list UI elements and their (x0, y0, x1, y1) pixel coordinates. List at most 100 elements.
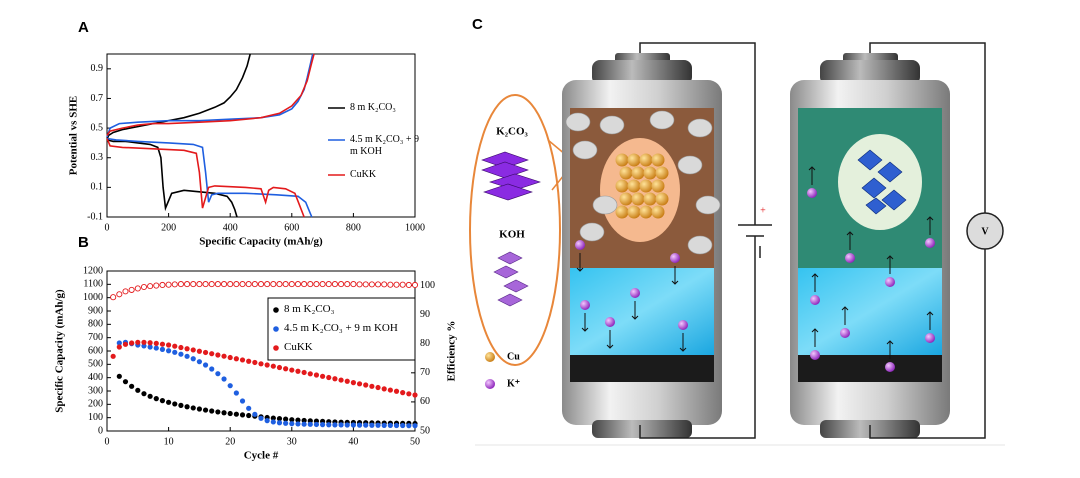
carbonate-crystal (592, 195, 618, 215)
data-point (172, 349, 178, 355)
data-point (338, 281, 345, 288)
ion-arrowhead (841, 306, 849, 311)
ion-arrowhead (926, 311, 934, 316)
data-point (246, 405, 252, 411)
data-point (239, 398, 246, 404)
ion-arrowhead (631, 315, 639, 320)
data-point (270, 419, 276, 425)
data-point (116, 291, 123, 298)
voltmeter-label: V (981, 226, 989, 237)
ion-arrowhead (679, 347, 687, 352)
data-point (172, 401, 178, 407)
data-point (264, 281, 271, 288)
data-point (412, 392, 418, 398)
data-point (319, 281, 326, 288)
data-point (209, 366, 215, 372)
x-tick-label: 10 (164, 436, 174, 447)
data-point (184, 404, 190, 410)
data-point (320, 373, 326, 379)
k-ion (670, 253, 680, 263)
carbonate-crystal (579, 222, 605, 242)
k-ion (925, 333, 935, 343)
y-tick-label: 300 (88, 385, 103, 396)
data-point (301, 417, 307, 424)
data-point (122, 341, 129, 347)
legend-entry: 8 m K₂CO₃ (284, 303, 335, 315)
x-tick-label: 40 (348, 436, 358, 447)
data-point (350, 422, 356, 428)
data-point (116, 344, 122, 350)
data-point (208, 281, 215, 288)
data-point (178, 344, 184, 351)
legend-entry: 4.5 m K₂CO₃ + 9 m KOH (284, 322, 398, 334)
x-tick-label: 400 (223, 222, 238, 233)
k-ion (807, 188, 817, 198)
data-point (141, 339, 147, 345)
data-line (106, 53, 251, 218)
y-tick-label: 0 (98, 425, 103, 436)
data-point (233, 281, 240, 288)
data-point (313, 281, 320, 288)
shape (798, 268, 942, 355)
data-point (399, 281, 406, 288)
data-point (190, 356, 196, 362)
cu-atom (619, 166, 633, 180)
data-point (387, 281, 394, 288)
data-point (165, 281, 172, 288)
k-ion (810, 350, 820, 360)
data-point (227, 410, 233, 417)
k-ion (580, 300, 590, 310)
k-ion (605, 317, 615, 327)
y2-axis-label: Efficiency % (446, 321, 458, 382)
y2-tick-label: 100 (420, 280, 435, 291)
data-point (276, 364, 283, 371)
data-point (246, 358, 252, 364)
data-point (122, 379, 129, 385)
data-point (153, 282, 160, 289)
data-point (375, 384, 381, 391)
data-point (289, 367, 295, 373)
data-point (227, 383, 233, 389)
shape (798, 355, 942, 382)
data-point (134, 285, 141, 292)
data-line (106, 53, 315, 218)
data-point (381, 386, 387, 392)
data-point (295, 368, 301, 374)
data-point (190, 347, 196, 353)
y2-tick-label: 80 (420, 338, 430, 349)
data-point (196, 406, 202, 412)
data-point (227, 354, 233, 361)
shape (497, 293, 523, 307)
k-ion (885, 362, 895, 372)
data-point (252, 411, 258, 417)
data-point (294, 281, 302, 288)
shape (497, 251, 523, 265)
y-tick-label: 0.3 (91, 152, 104, 163)
data-point (202, 349, 209, 356)
data-point (264, 362, 270, 368)
data-point (116, 373, 122, 379)
data-point (246, 412, 252, 419)
data-point (356, 381, 363, 387)
data-point (153, 345, 159, 351)
data-point (363, 422, 369, 428)
data-point (147, 340, 153, 346)
data-point (270, 281, 277, 288)
x-tick-label: 800 (346, 222, 361, 233)
carbonate-crystal (599, 115, 625, 135)
data-point (374, 281, 382, 288)
x-tick-label: 0 (105, 436, 110, 447)
k-label: K⁺ (507, 378, 520, 389)
data-point (393, 388, 400, 394)
data-point (406, 391, 412, 397)
data-point (147, 393, 153, 399)
cell-diagram: C K₂CO₃ KOH Cu K⁺ + V (469, 16, 1005, 446)
shape (592, 60, 692, 85)
data-point (178, 351, 184, 357)
data-point (289, 421, 295, 427)
data-point (270, 363, 276, 369)
data-point (338, 422, 344, 428)
data-point (202, 407, 209, 413)
carbonate-crystal (677, 155, 703, 175)
data-point (159, 398, 166, 404)
